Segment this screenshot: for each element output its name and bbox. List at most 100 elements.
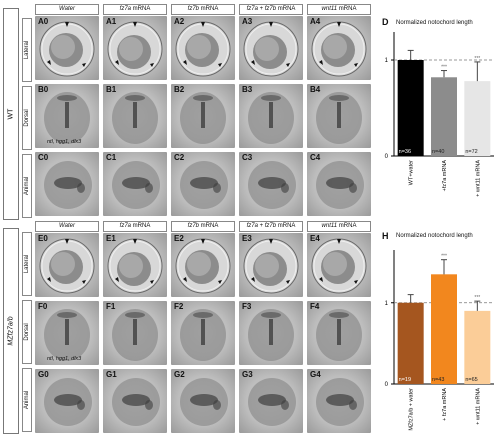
genotype-text: MZfz7a/b — [7, 316, 15, 346]
panel-label: B2 — [174, 85, 185, 94]
embryo-image-panel: F3 — [239, 301, 303, 365]
panel-label: F4 — [310, 302, 320, 311]
column-header: fz7b mRNA — [171, 221, 235, 232]
chart-d-title: Normalized notochord length — [396, 20, 473, 26]
panel-label: A2 — [174, 17, 185, 26]
embryo-image-panel: F0 ntl, hgg1, dlx3 — [35, 301, 99, 365]
arrowhead-icon — [337, 22, 341, 27]
embryo-animal-view — [248, 161, 296, 209]
embryo-dorsal-view — [112, 309, 158, 361]
panel-label: A3 — [242, 17, 253, 26]
genotype-label-mz: MZfz7a/b — [3, 228, 19, 434]
row-label-dorsal: Dorsal — [22, 300, 32, 364]
bar — [431, 77, 457, 156]
genotype-text: WT — [7, 108, 15, 120]
embryo-image-panel: C0 — [35, 152, 99, 216]
panel-label: F0 — [38, 302, 48, 311]
bar — [431, 274, 457, 384]
embryo-animal-view — [44, 378, 92, 426]
column-header: Water — [35, 221, 99, 232]
bar — [397, 302, 424, 384]
panel-label: F3 — [242, 302, 252, 311]
embryo-lateral-view — [175, 21, 231, 77]
arrowhead-icon — [150, 280, 154, 284]
embryo-lateral-view — [39, 21, 95, 77]
embryo-image-panel: F2 — [171, 301, 235, 365]
column-header: fz7a + fz7b mRNA — [239, 4, 303, 15]
embryo-animal-view — [180, 161, 228, 209]
bar — [464, 310, 491, 384]
column-header: fz7a + fz7b mRNA — [239, 221, 303, 232]
arrowhead-icon — [354, 63, 358, 67]
arrowhead-icon — [133, 239, 137, 244]
y-tick-label: 0 — [385, 382, 389, 388]
embryo-image-panel: B3 — [239, 84, 303, 148]
embryo-image-panel: G0 — [35, 369, 99, 433]
panel-label: E4 — [310, 234, 320, 243]
embryo-dorsal-view — [180, 92, 226, 144]
probe-label: ntl, hgg1, dlx3 — [47, 356, 82, 362]
x-category-label: + wnt11 mRNA — [475, 388, 481, 425]
panel-label: G2 — [174, 370, 185, 379]
chart-h-panel-label: H — [382, 231, 389, 241]
embryo-animal-view — [112, 161, 160, 209]
arrowhead-icon — [251, 277, 255, 282]
panel-label: E2 — [174, 234, 184, 243]
embryo-lateral-view — [243, 21, 299, 77]
panel-label: E1 — [106, 234, 116, 243]
embryo-lateral-view — [311, 21, 367, 77]
arrowhead-icon — [286, 280, 290, 284]
chart-d-panel-label: D — [382, 17, 389, 27]
chart-h: 0 1 n=19 MZfz7a/b + water *** n=43 + fz7a mRNA… — [385, 250, 494, 431]
embryo-dorsal-view — [316, 92, 362, 144]
embryo-dorsal-view — [248, 92, 294, 144]
embryo-image-panel: G2 — [171, 369, 235, 433]
embryo-image-panel: F4 — [307, 301, 371, 365]
panel-label: C0 — [38, 153, 49, 162]
column-header: Water — [35, 4, 99, 15]
embryo-lateral-view — [107, 238, 163, 294]
panel-label: G1 — [106, 370, 117, 379]
embryo-image-panel: B2 — [171, 84, 235, 148]
arrowhead-icon — [47, 60, 51, 65]
embryo-dorsal-view — [316, 309, 362, 361]
row-label-animal: Animal — [22, 154, 32, 218]
n-label: n=65 — [465, 377, 477, 383]
panel-label: A4 — [310, 17, 321, 26]
embryo-animal-view — [316, 378, 364, 426]
embryo-dorsal-view — [112, 92, 158, 144]
arrowhead-icon — [133, 22, 137, 27]
n-label: n=19 — [399, 377, 411, 383]
embryo-image-panel: A3 — [239, 16, 303, 80]
arrowhead-icon — [65, 239, 69, 244]
significance-marker: *** — [441, 65, 447, 71]
arrowhead-icon — [115, 277, 119, 282]
row-label-text: Dorsal — [24, 323, 30, 341]
panel-label: B0 — [38, 85, 49, 94]
embryo-dorsal-view — [44, 92, 90, 144]
column-header: fz7a mRNA — [103, 221, 167, 232]
panel-label: A0 — [38, 17, 49, 26]
arrowhead-icon — [319, 277, 323, 282]
panel-label: F2 — [174, 302, 184, 311]
bar — [397, 60, 424, 156]
panel-label: C1 — [106, 153, 117, 162]
embryo-dorsal-view — [180, 309, 226, 361]
embryo-image-panel: G1 — [103, 369, 167, 433]
arrowhead-icon — [183, 60, 187, 65]
bar — [464, 81, 491, 156]
panel-label: A1 — [106, 17, 117, 26]
row-label-animal: Animal — [22, 368, 32, 432]
embryo-image-panel: B0 ntl, hgg1, dlx3 — [35, 84, 99, 148]
arrowhead-icon — [201, 22, 205, 27]
embryo-image-panel: A0 — [35, 16, 99, 80]
x-category-label: + fz7a mRNA — [442, 388, 448, 421]
arrowhead-icon — [150, 63, 154, 67]
embryo-image-panel: B4 — [307, 84, 371, 148]
panel-label: C2 — [174, 153, 185, 162]
chart-h-title: Normalized notochord length — [396, 233, 473, 239]
probe-label: ntl, hgg1, dlx3 — [47, 139, 82, 145]
embryo-lateral-view — [107, 21, 163, 77]
embryo-dorsal-view — [248, 309, 294, 361]
embryo-image-panel: G4 — [307, 369, 371, 433]
